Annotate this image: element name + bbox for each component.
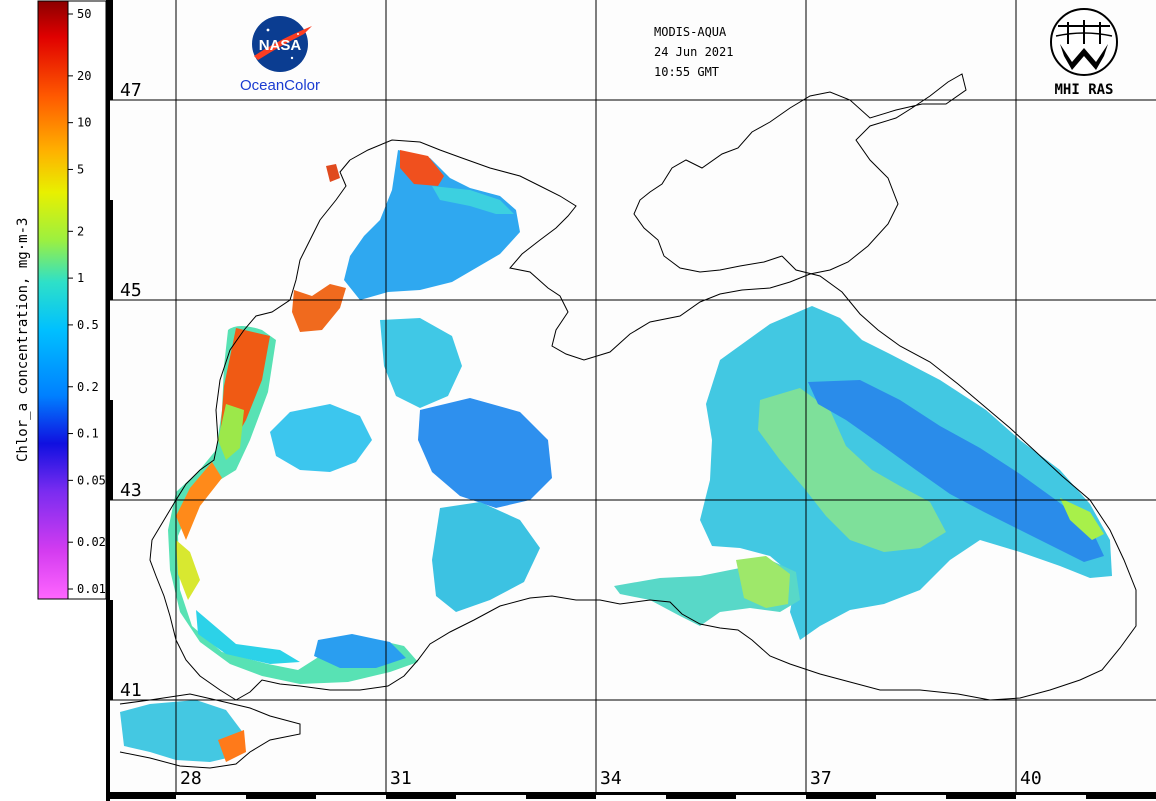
nasa-logo: NASA OceanColor	[240, 16, 320, 94]
header-info: MODIS-AQUA 24 Jun 2021 10:55 GMT	[654, 25, 733, 79]
colorbar-tick-label: 10	[77, 116, 91, 130]
lat-label: 43	[120, 480, 142, 501]
lon-label: 28	[180, 768, 202, 789]
left-axis-frame	[106, 0, 113, 801]
colorbar-tick-label: 0.2	[77, 380, 99, 394]
colorbar-strip	[37, 0, 69, 600]
lat-label: 41	[120, 680, 142, 701]
lon-label: 40	[1020, 768, 1042, 789]
time-label: 10:55 GMT	[654, 65, 719, 79]
lat-label: 47	[120, 80, 142, 101]
lon-label: 37	[810, 768, 832, 789]
colorbar-tick-label: 0.1	[77, 427, 99, 441]
lon-label: 34	[600, 768, 622, 789]
colorbar-tick-label: 0.5	[77, 318, 99, 332]
colorbar-tick-label: 5	[77, 162, 84, 176]
sensor-label: MODIS-AQUA	[654, 25, 727, 39]
colorbar-tick-label: 2	[77, 224, 84, 238]
mhi-logo: MHI RAS	[1050, 8, 1118, 98]
lon-label: 31	[390, 768, 412, 789]
date-label: 24 Jun 2021	[654, 45, 733, 59]
chlorophyll-data-layer	[120, 150, 1112, 762]
colorbar: 50 20 10 5 2 1 0.5 0.2 0.1 0.05 0.02 0.01 Chlor_a c…	[15, 0, 107, 600]
graticule	[106, 0, 1156, 792]
longitude-labels: 28 31 34 37 40	[180, 768, 1042, 789]
lat-label: 45	[120, 280, 142, 301]
colorbar-tick-label: 0.05	[77, 473, 106, 487]
mhi-label: MHI RAS	[1054, 82, 1113, 98]
oceancolor-label: OceanColor	[240, 77, 320, 94]
colorbar-tick-label: 1	[77, 271, 84, 285]
colorbar-tick-label: 50	[77, 7, 91, 21]
colorbar-ticks: 50 20 10 5 2 1 0.5 0.2 0.1 0.05 0.02 0.01	[68, 7, 106, 596]
colorbar-tick-label: 0.02	[77, 535, 106, 549]
colorbar-tick-panel	[67, 0, 107, 600]
bottom-axis-frame	[106, 792, 1156, 799]
coastline	[119, 73, 1137, 769]
colorbar-title: Chlor_a concentration, mg·m-3	[15, 218, 31, 462]
colorbar-tick-label: 0.01	[77, 582, 106, 596]
latitude-labels: 47 45 43 41	[120, 80, 142, 701]
colorbar-tick-label: 20	[77, 69, 91, 83]
nasa-logo-text: NASA	[259, 37, 302, 54]
